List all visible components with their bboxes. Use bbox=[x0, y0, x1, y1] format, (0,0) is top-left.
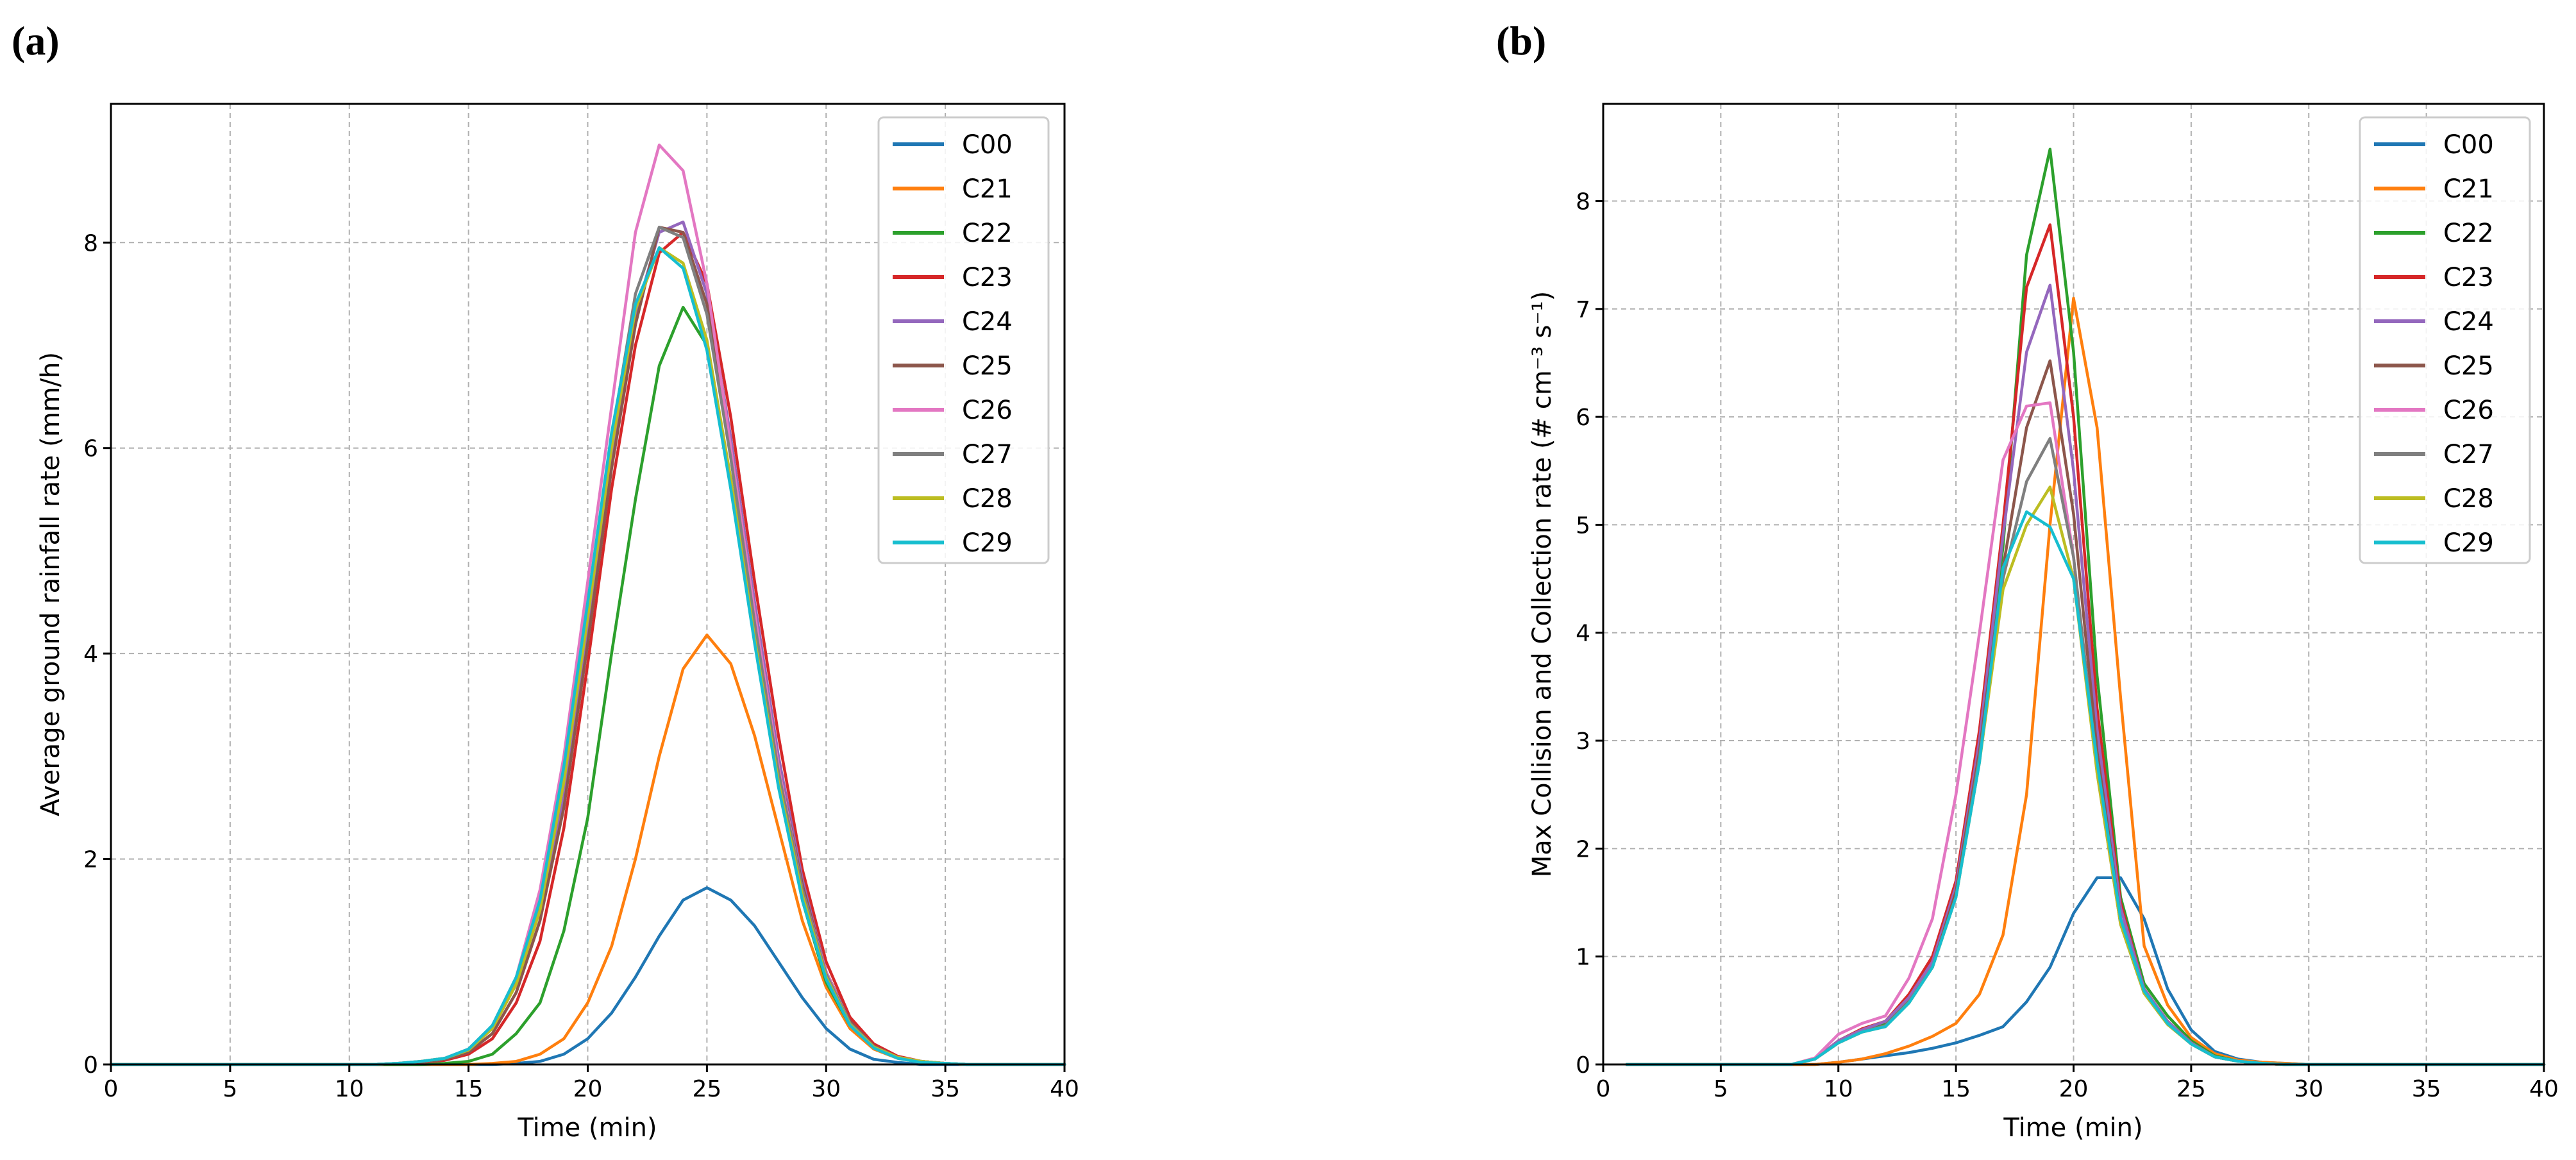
legend-label-c21: C21 bbox=[2443, 174, 2494, 204]
legend-b: C00 C21 C22 C23 C24 C25 C26 C27 C28 C29 bbox=[2359, 116, 2531, 564]
y-tick-label: 4 bbox=[83, 641, 98, 668]
x-tick-label: 15 bbox=[1941, 1076, 1971, 1102]
x-tick-label: 30 bbox=[811, 1076, 841, 1102]
panel-label-b: (b) bbox=[1496, 18, 1546, 63]
legend-label-c22: C22 bbox=[962, 219, 1013, 248]
x-tick-label: 15 bbox=[454, 1076, 484, 1102]
x-tick-label: 0 bbox=[104, 1076, 119, 1102]
legend-label-c21: C21 bbox=[962, 174, 1013, 204]
legend-label-c00: C00 bbox=[962, 130, 1013, 160]
x-tick-label: 5 bbox=[223, 1076, 237, 1102]
x-tick-label: 35 bbox=[2412, 1076, 2441, 1102]
y-tick-label: 2 bbox=[1576, 836, 1590, 862]
y-tick-label: 1 bbox=[1576, 945, 1590, 971]
y-tick-label: 0 bbox=[1576, 1052, 1590, 1079]
legend-label-c25: C25 bbox=[962, 351, 1013, 381]
legend-label-c24: C24 bbox=[962, 307, 1013, 337]
legend-label-c26: C26 bbox=[962, 396, 1013, 425]
y-tick-label: 7 bbox=[1576, 297, 1590, 323]
x-tick-label: 5 bbox=[1713, 1076, 1728, 1102]
y-axis-label-b: Max Collision and Collection rate (# cm⁻… bbox=[1528, 291, 1557, 877]
x-tick-label: 25 bbox=[692, 1076, 721, 1102]
panel-label-a: (a) bbox=[12, 18, 60, 63]
x-tick-label: 40 bbox=[2529, 1076, 2559, 1102]
y-tick-label: 6 bbox=[83, 436, 98, 462]
x-tick-label: 35 bbox=[930, 1076, 960, 1102]
legend-label-c24: C24 bbox=[2443, 307, 2494, 337]
legend-box-a bbox=[877, 116, 1050, 564]
legend-label-c28: C28 bbox=[962, 484, 1013, 514]
legend-label-c28: C28 bbox=[2443, 484, 2494, 514]
legend-label-c23: C23 bbox=[2443, 263, 2494, 292]
x-axis-label-b: Time (min) bbox=[2003, 1113, 2142, 1143]
y-tick-label: 4 bbox=[1576, 621, 1590, 647]
x-tick-label: 20 bbox=[573, 1076, 603, 1102]
legend-label-c29: C29 bbox=[2443, 528, 2494, 558]
chart-panel-a: (a) 0 5 10 15 20 25 30 35 40 0 2 4 6 8 Time (min) Ave… bbox=[12, 18, 1079, 1143]
y-tick-label: 0 bbox=[83, 1052, 98, 1079]
x-tick-label: 0 bbox=[1596, 1076, 1611, 1102]
x-tick-label: 10 bbox=[335, 1076, 364, 1102]
x-axis-label-a: Time (min) bbox=[517, 1113, 657, 1143]
y-tick-label: 6 bbox=[1576, 405, 1590, 431]
y-tick-label: 2 bbox=[83, 847, 98, 873]
y-tick-label: 8 bbox=[1576, 189, 1590, 215]
chart-panel-b: (b) 0 5 10 15 20 25 30 35 40 0 1 2 3 4 5 6 7 8 Time (min)… bbox=[1496, 18, 2559, 1143]
legend-label-c26: C26 bbox=[2443, 396, 2494, 425]
y-axis-label-a: Average ground rainfall rate (mm/h) bbox=[36, 352, 65, 816]
legend-label-c00: C00 bbox=[2443, 130, 2494, 160]
y-tick-label: 8 bbox=[83, 230, 98, 256]
x-tick-label: 25 bbox=[2176, 1076, 2206, 1102]
y-tick-label: 3 bbox=[1576, 728, 1590, 755]
x-tick-label: 40 bbox=[1050, 1076, 1079, 1102]
legend-label-c29: C29 bbox=[962, 528, 1013, 558]
x-tick-label: 10 bbox=[1824, 1076, 1853, 1102]
legend-box-b bbox=[2359, 116, 2531, 564]
legend-a: C00 C21 C22 C23 C24 C25 C26 C27 C28 C29 bbox=[877, 116, 1050, 564]
legend-label-c22: C22 bbox=[2443, 219, 2494, 248]
y-tick-label: 5 bbox=[1576, 512, 1590, 539]
x-tick-label: 20 bbox=[2059, 1076, 2089, 1102]
legend-label-c23: C23 bbox=[962, 263, 1013, 292]
legend-label-c27: C27 bbox=[962, 440, 1013, 469]
legend-label-c25: C25 bbox=[2443, 351, 2494, 381]
x-tick-label: 30 bbox=[2294, 1076, 2323, 1102]
legend-label-c27: C27 bbox=[2443, 440, 2494, 469]
series-line-c00 bbox=[1625, 876, 2546, 1066]
